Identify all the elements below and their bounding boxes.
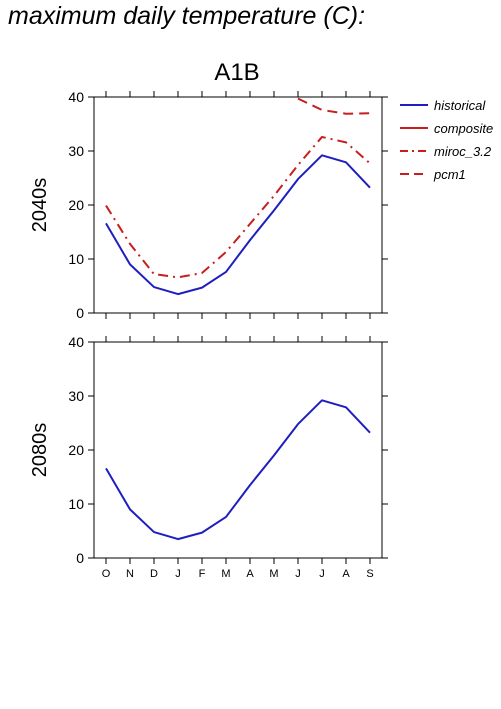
plot-frame xyxy=(93,341,383,559)
x-tick-label: M xyxy=(221,568,230,580)
legend-item-composite: composite xyxy=(400,121,493,136)
x-tick-label: J xyxy=(319,568,325,580)
y-tick-label: 10 xyxy=(68,496,84,512)
series-line-miroc_3.2 xyxy=(105,135,371,279)
series-line-pcm1 xyxy=(297,97,371,115)
panel-2040s: 0 10 20 30 40 2040s xyxy=(29,89,388,321)
x-tick-label: S xyxy=(366,568,373,580)
page-title: maximum daily temperature (C): xyxy=(8,2,366,30)
panels: 0 10 20 30 40 2040s 0 10 20 30 40 O N D J F M A M J J A S 2080s xyxy=(29,89,388,580)
y-tick-label: 40 xyxy=(68,89,84,105)
x-tick-label: N xyxy=(126,568,134,580)
row-label-2040s: 2040s xyxy=(29,178,51,233)
y-tick-label: 40 xyxy=(68,334,84,350)
series-group xyxy=(105,399,371,541)
y-tick-label: 0 xyxy=(76,550,84,566)
x-tick-label: J xyxy=(175,568,181,580)
y-tick-label: 30 xyxy=(68,388,84,404)
legend-label: miroc_3.2 xyxy=(434,144,492,159)
panel-2080s: 0 10 20 30 40 O N D J F M A M J J A S 2080s xyxy=(29,334,388,580)
series-line-historical xyxy=(105,399,371,541)
x-tick-label: A xyxy=(342,568,350,580)
legend-label: historical xyxy=(434,98,486,113)
y-tick-label: 30 xyxy=(68,143,84,159)
legend-item-miroc_3.2: miroc_3.2 xyxy=(400,144,492,159)
x-tick-label: F xyxy=(199,568,206,580)
y-tick-label: 10 xyxy=(68,251,84,267)
x-tick-label: D xyxy=(150,568,158,580)
legend-item-pcm1: pcm1 xyxy=(400,167,466,182)
x-tick-label: O xyxy=(102,568,111,580)
x-tick-label: A xyxy=(246,568,254,580)
chart-title: A1B xyxy=(214,59,259,86)
y-tick-label: 20 xyxy=(68,442,84,458)
series-line-historical xyxy=(105,154,371,296)
x-tick-label: J xyxy=(295,568,301,580)
y-tick-label: 0 xyxy=(76,305,84,321)
series-group xyxy=(105,97,371,296)
y-tick-label: 20 xyxy=(68,197,84,213)
legend-label: composite xyxy=(434,121,493,136)
legend-label: pcm1 xyxy=(433,167,466,182)
legend-item-historical: historical xyxy=(400,98,486,113)
x-tick-label: M xyxy=(269,568,278,580)
row-label-2080s: 2080s xyxy=(29,423,51,478)
plot-frame xyxy=(93,96,383,314)
legend: historical composite miroc_3.2 pcm1 xyxy=(400,98,493,182)
